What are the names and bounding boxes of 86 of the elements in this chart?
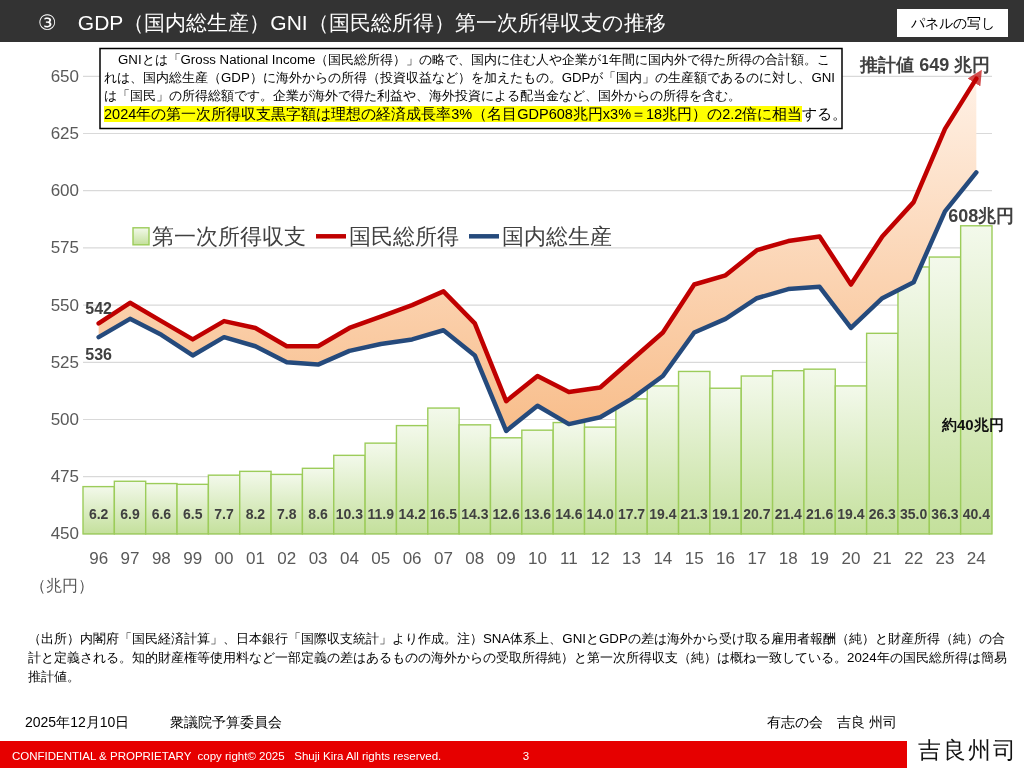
data-label: 6.9 bbox=[120, 505, 140, 522]
x-tick-label: 07 bbox=[434, 548, 453, 568]
x-tick-label: 04 bbox=[339, 548, 359, 568]
x-tick-label: 99 bbox=[183, 548, 203, 568]
data-label: 19.4 bbox=[649, 505, 677, 522]
y-tick-label: 625 bbox=[50, 124, 79, 143]
text: 吉良州司 bbox=[918, 737, 1018, 763]
chart-title: ③ GDP（国内総生産）GNI（国民総所得）第一次所得収支の推移 bbox=[38, 10, 666, 34]
data-label: 10.3 bbox=[335, 505, 364, 522]
x-tick-label: 01 bbox=[245, 548, 265, 568]
x-tick-label: 09 bbox=[496, 548, 516, 568]
x-tick-label: 20 bbox=[841, 548, 861, 568]
data-label: 40.4 bbox=[962, 505, 991, 522]
legend-label: 第一次所得収支 bbox=[152, 223, 306, 249]
x-tick-label: 98 bbox=[151, 548, 171, 568]
data-label: 6.6 bbox=[151, 505, 172, 522]
legend-label: 国内総生産 bbox=[502, 223, 612, 249]
legend-label: 国民総所得 bbox=[349, 223, 459, 249]
data-label: 6.5 bbox=[182, 505, 203, 522]
annotation: 推計値 649 兆円 bbox=[859, 54, 991, 75]
data-label: 26.3 bbox=[868, 505, 897, 522]
x-tick-label: 21 bbox=[872, 548, 892, 568]
data-label: 14.3 bbox=[461, 505, 489, 522]
y-tick-label: 500 bbox=[50, 410, 79, 429]
data-label: 35.0 bbox=[900, 505, 928, 522]
data-label: 20.7 bbox=[743, 505, 771, 522]
data-label: 21.3 bbox=[680, 505, 709, 522]
data-label: 19.1 bbox=[711, 505, 740, 522]
y-tick-label: 525 bbox=[50, 352, 79, 372]
data-label: 14.2 bbox=[398, 505, 426, 522]
data-label: 21.6 bbox=[805, 505, 834, 522]
x-tick-label: 08 bbox=[465, 548, 485, 568]
data-label: 12.6 bbox=[492, 505, 520, 522]
x-tick-label: 03 bbox=[308, 548, 328, 568]
data-label: 14.0 bbox=[586, 505, 615, 522]
x-tick-label: 02 bbox=[277, 548, 297, 568]
data-label: 542 bbox=[85, 300, 113, 318]
data-label: 36.3 bbox=[931, 505, 959, 522]
data-label: 8.2 bbox=[245, 505, 266, 522]
x-tick-label: 05 bbox=[371, 548, 391, 568]
x-tick-label: 24 bbox=[966, 548, 986, 568]
data-label: 7.8 bbox=[277, 505, 297, 522]
y-tick-label: 650 bbox=[50, 66, 79, 86]
data-label: 19.4 bbox=[837, 505, 865, 522]
x-tick-label: 17 bbox=[747, 548, 767, 568]
data-label: 17.7 bbox=[617, 505, 646, 522]
x-tick-label: 13 bbox=[622, 548, 641, 568]
y-tick-label: 550 bbox=[50, 295, 79, 315]
text: 衆議院予算委員会 bbox=[170, 714, 282, 730]
y-axis-title: （兆円） bbox=[30, 576, 94, 594]
x-tick-label: 11 bbox=[560, 548, 578, 568]
text: CONFIDENTIAL & PROPRIETARY copy right© 2025 Shuji Kira All rights reserved. bbox=[12, 750, 442, 762]
x-tick-label: 16 bbox=[716, 548, 736, 568]
data-label: 11.9 bbox=[367, 505, 395, 522]
text: 3 bbox=[522, 750, 530, 762]
text: パネルの写し bbox=[909, 15, 995, 31]
y-tick-label: 450 bbox=[50, 524, 79, 544]
data-label: 21.4 bbox=[774, 505, 803, 522]
data-label: 14.6 bbox=[555, 505, 583, 522]
data-label: 7.7 bbox=[214, 505, 234, 522]
y-tick-label: 575 bbox=[50, 238, 79, 258]
x-tick-label: 22 bbox=[904, 548, 924, 568]
y-tick-label: 600 bbox=[50, 181, 79, 201]
x-tick-label: 14 bbox=[653, 548, 673, 568]
text: 2025年12月10日 bbox=[25, 714, 130, 730]
x-tick-label: 10 bbox=[528, 548, 547, 568]
data-label: 6.2 bbox=[88, 505, 109, 522]
y-tick-label: 475 bbox=[50, 467, 79, 487]
x-tick-label: 18 bbox=[778, 548, 798, 568]
data-label: 8.6 bbox=[308, 505, 329, 522]
x-tick-label: 96 bbox=[89, 548, 109, 568]
x-tick-label: 12 bbox=[590, 548, 610, 568]
x-tick-label: 00 bbox=[214, 548, 234, 568]
text: 有志の会 吉良 州司 bbox=[767, 714, 897, 730]
x-tick-label: 15 bbox=[684, 548, 704, 568]
data-label: 16.5 bbox=[429, 505, 458, 522]
text: （出所）内閣府「国民経済計算」、日本銀行「国際収支統計」より作成。注）SNA体系上、GNIとGDPの差は海外から受け取る雇用者報酬（純）と財産所得（純）の合計と定義される。知的財産権等使用料など一部定義の差はあるものの海外からの受取所得純）と第一次所得収支（純）は概ね一致している。2024年の国民総所得は簡易推計値。 bbox=[28, 630, 1008, 686]
data-label: 13.6 bbox=[523, 505, 552, 522]
data-label: 536 bbox=[85, 346, 113, 364]
x-tick-label: 97 bbox=[120, 548, 140, 568]
annotation: GNIとは「Gross National Income（国民総所得）」の略で、国内に住む人や企業が1年間に国内外で得た所得の合計額。これは、国内総生産（GDP）に海外からの所得（投資収益など）を加えたもの。GDPが「国内」の生産額であるのに対し、GNIは「国民」の所得総額です。企業が海外で得た利益や、海外投資による配当金など、国外からの所得を含む。 bbox=[104, 51, 836, 105]
x-tick-label: 19 bbox=[810, 548, 830, 568]
annotation: 608兆円 bbox=[948, 206, 1015, 227]
annotation: する。 bbox=[802, 106, 841, 122]
x-tick-label: 06 bbox=[402, 548, 422, 568]
x-tick-label: 23 bbox=[935, 548, 955, 568]
